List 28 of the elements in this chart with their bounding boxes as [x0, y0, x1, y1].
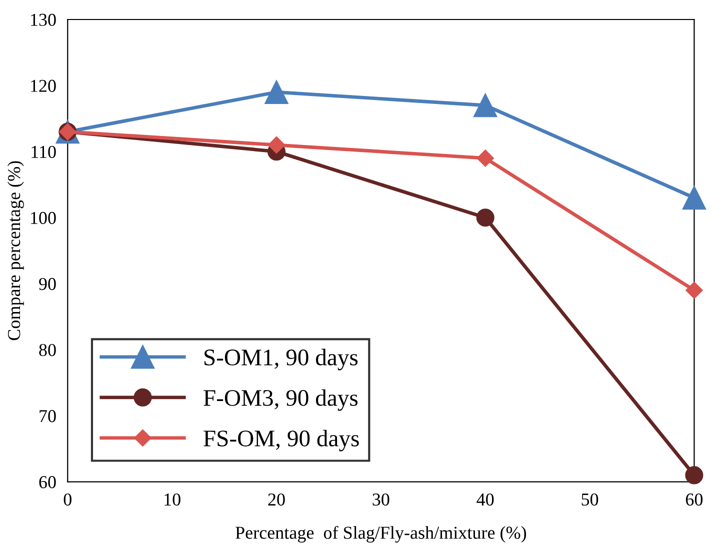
- y-tick-label: 130: [31, 14, 56, 26]
- legend-label: S-OM1, 90 days: [204, 348, 358, 370]
- y-tick-label: 120: [31, 80, 56, 92]
- point: [686, 282, 703, 299]
- x-tick-label: 40: [476, 493, 494, 506]
- x-tick-label: 0: [64, 493, 72, 506]
- point: [268, 136, 286, 154]
- point: [682, 186, 706, 210]
- point: [474, 94, 498, 118]
- y-tick-label: 100: [31, 212, 56, 224]
- legend-label: FS-OM, 90 days: [204, 430, 359, 452]
- x-tick-label: 50: [582, 493, 598, 506]
- y-axis-title: Compare percentage (%): [7, 161, 24, 340]
- point: [685, 466, 704, 484]
- x-axis-title: Percentage of Slag/Fly-ash/mixture (%): [236, 526, 526, 543]
- legend-label: F-OM3, 90 days: [204, 389, 358, 411]
- y-tick-label: 60: [39, 476, 56, 488]
- x-tick-label: 30: [372, 493, 390, 506]
- y-tick-label: 70: [40, 410, 56, 422]
- point: [476, 208, 494, 227]
- x-tick-label: 10: [164, 493, 180, 506]
- x-tick-label: 20: [268, 493, 285, 506]
- x-tick-label: 60: [686, 493, 703, 506]
- y-tick-label: 90: [39, 278, 56, 290]
- point: [476, 150, 494, 167]
- y-tick-label: 80: [39, 344, 56, 356]
- y-tick-label: 110: [32, 146, 56, 158]
- point: [264, 80, 288, 104]
